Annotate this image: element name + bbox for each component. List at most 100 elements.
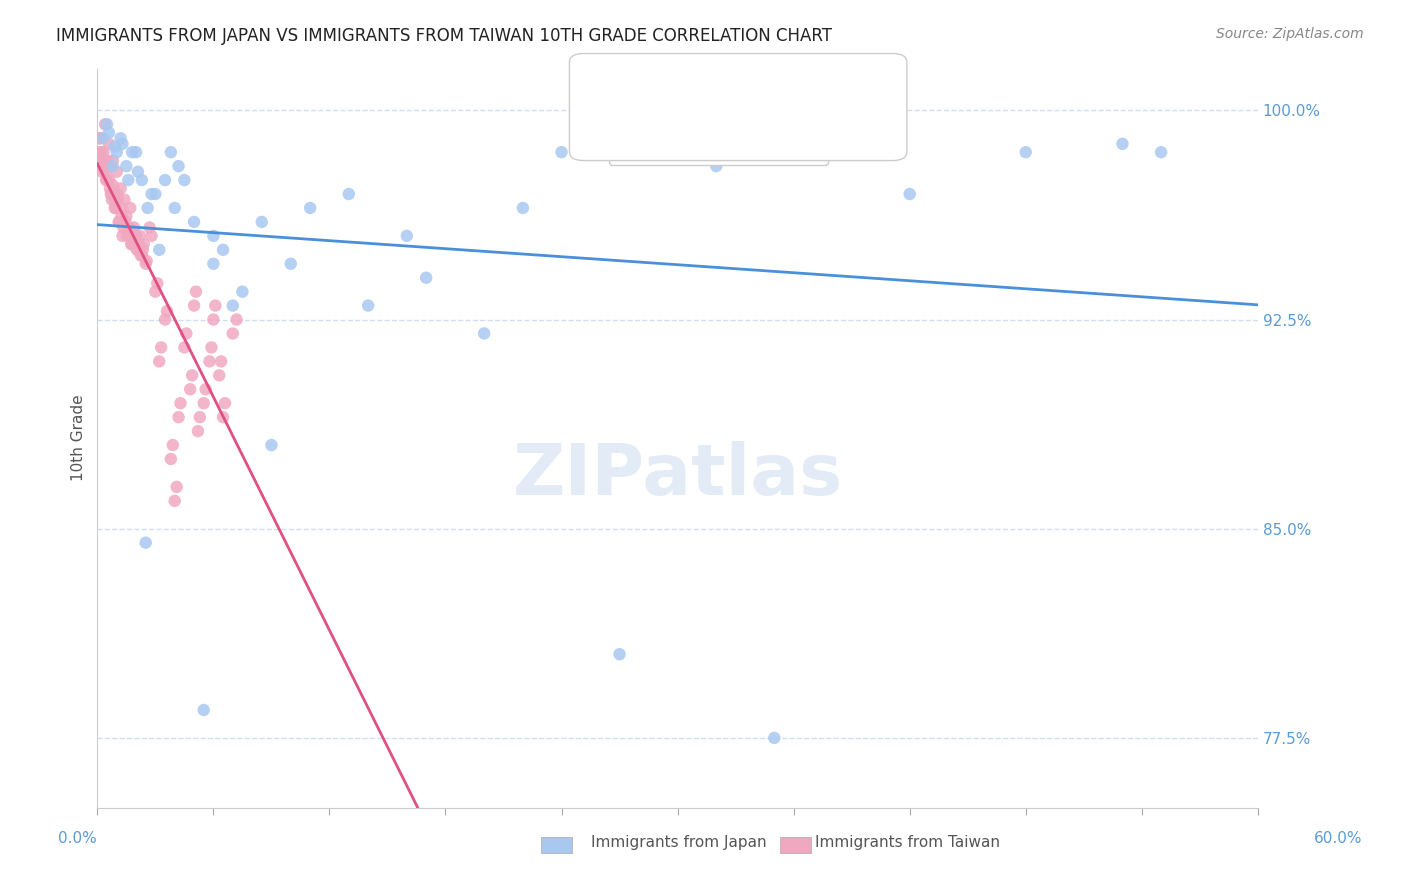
Point bbox=[117, 228, 139, 243]
Point bbox=[111, 228, 134, 243]
Text: Immigrants from Taiwan: Immigrants from Taiwan bbox=[815, 836, 1001, 850]
Point bbox=[110, 210, 132, 224]
Point bbox=[100, 187, 122, 202]
Point bbox=[222, 326, 245, 341]
Point bbox=[98, 181, 121, 195]
Text: ZIPatlas: ZIPatlas bbox=[513, 441, 842, 509]
Point bbox=[112, 220, 135, 235]
Point bbox=[415, 270, 437, 285]
Point bbox=[200, 340, 222, 354]
Point bbox=[212, 243, 235, 257]
Point bbox=[167, 159, 190, 173]
Point bbox=[101, 193, 124, 207]
Point bbox=[145, 187, 167, 202]
Point bbox=[153, 173, 176, 187]
Point bbox=[104, 193, 127, 207]
Point bbox=[183, 299, 205, 313]
Point bbox=[131, 248, 153, 262]
Point bbox=[93, 153, 115, 168]
Point bbox=[176, 326, 198, 341]
Point bbox=[105, 145, 128, 160]
Text: 0.0%: 0.0% bbox=[58, 831, 97, 846]
Text: Immigrants from Japan: Immigrants from Japan bbox=[591, 836, 766, 850]
Point bbox=[395, 228, 418, 243]
Point bbox=[214, 396, 236, 410]
Point bbox=[202, 228, 225, 243]
Text: 60.0%: 60.0% bbox=[1315, 831, 1362, 846]
Point bbox=[117, 220, 139, 235]
Point bbox=[1111, 136, 1133, 151]
Point bbox=[94, 165, 117, 179]
Point bbox=[90, 145, 112, 160]
Point bbox=[212, 410, 235, 425]
Point bbox=[148, 354, 170, 368]
Point bbox=[188, 410, 211, 425]
Point bbox=[89, 145, 111, 160]
Point bbox=[162, 438, 184, 452]
Point bbox=[136, 201, 159, 215]
Point bbox=[225, 312, 247, 326]
Point bbox=[299, 201, 322, 215]
Point bbox=[101, 153, 124, 168]
Point bbox=[94, 117, 117, 131]
Point bbox=[90, 151, 112, 165]
Y-axis label: 10th Grade: 10th Grade bbox=[72, 395, 86, 482]
Point bbox=[550, 145, 572, 160]
Point bbox=[107, 215, 129, 229]
Point bbox=[117, 173, 139, 187]
Point bbox=[204, 299, 226, 313]
Point bbox=[148, 243, 170, 257]
Point bbox=[209, 354, 232, 368]
Point bbox=[114, 215, 136, 229]
Point bbox=[193, 703, 215, 717]
Point bbox=[357, 299, 380, 313]
Point bbox=[202, 257, 225, 271]
Point bbox=[193, 396, 215, 410]
Point bbox=[512, 201, 534, 215]
Point bbox=[115, 159, 138, 173]
Point bbox=[93, 145, 115, 160]
Point bbox=[208, 368, 231, 383]
Point bbox=[337, 187, 360, 202]
Point bbox=[184, 285, 207, 299]
Point bbox=[97, 126, 120, 140]
Point bbox=[127, 243, 149, 257]
Point bbox=[121, 237, 143, 252]
Point bbox=[120, 237, 142, 252]
Point bbox=[135, 535, 157, 549]
Point bbox=[198, 354, 221, 368]
Point bbox=[132, 237, 155, 252]
Text: IMMIGRANTS FROM JAPAN VS IMMIGRANTS FROM TAIWAN 10TH GRADE CORRELATION CHART: IMMIGRANTS FROM JAPAN VS IMMIGRANTS FROM… bbox=[56, 27, 832, 45]
Point bbox=[125, 145, 148, 160]
Point bbox=[1150, 145, 1173, 160]
Point bbox=[187, 424, 209, 438]
Point bbox=[163, 493, 186, 508]
Point bbox=[179, 382, 201, 396]
Point bbox=[202, 312, 225, 326]
Point bbox=[104, 201, 127, 215]
Point bbox=[167, 410, 190, 425]
Point bbox=[131, 173, 153, 187]
Point bbox=[609, 647, 631, 661]
Point bbox=[97, 136, 120, 151]
Point bbox=[127, 165, 149, 179]
Point bbox=[122, 220, 145, 235]
Point bbox=[115, 210, 138, 224]
Point bbox=[110, 181, 132, 195]
Point bbox=[118, 220, 141, 235]
Point bbox=[129, 248, 152, 262]
Point bbox=[145, 285, 167, 299]
Text: Source: ZipAtlas.com: Source: ZipAtlas.com bbox=[1216, 27, 1364, 41]
Point bbox=[105, 165, 128, 179]
Point bbox=[111, 136, 134, 151]
Point bbox=[91, 131, 114, 145]
Point bbox=[110, 131, 132, 145]
Point bbox=[166, 480, 188, 494]
Point bbox=[101, 159, 124, 173]
Point bbox=[125, 228, 148, 243]
Point bbox=[222, 299, 245, 313]
Point bbox=[96, 153, 118, 168]
Point bbox=[150, 340, 173, 354]
Point bbox=[108, 215, 131, 229]
Point bbox=[194, 382, 217, 396]
